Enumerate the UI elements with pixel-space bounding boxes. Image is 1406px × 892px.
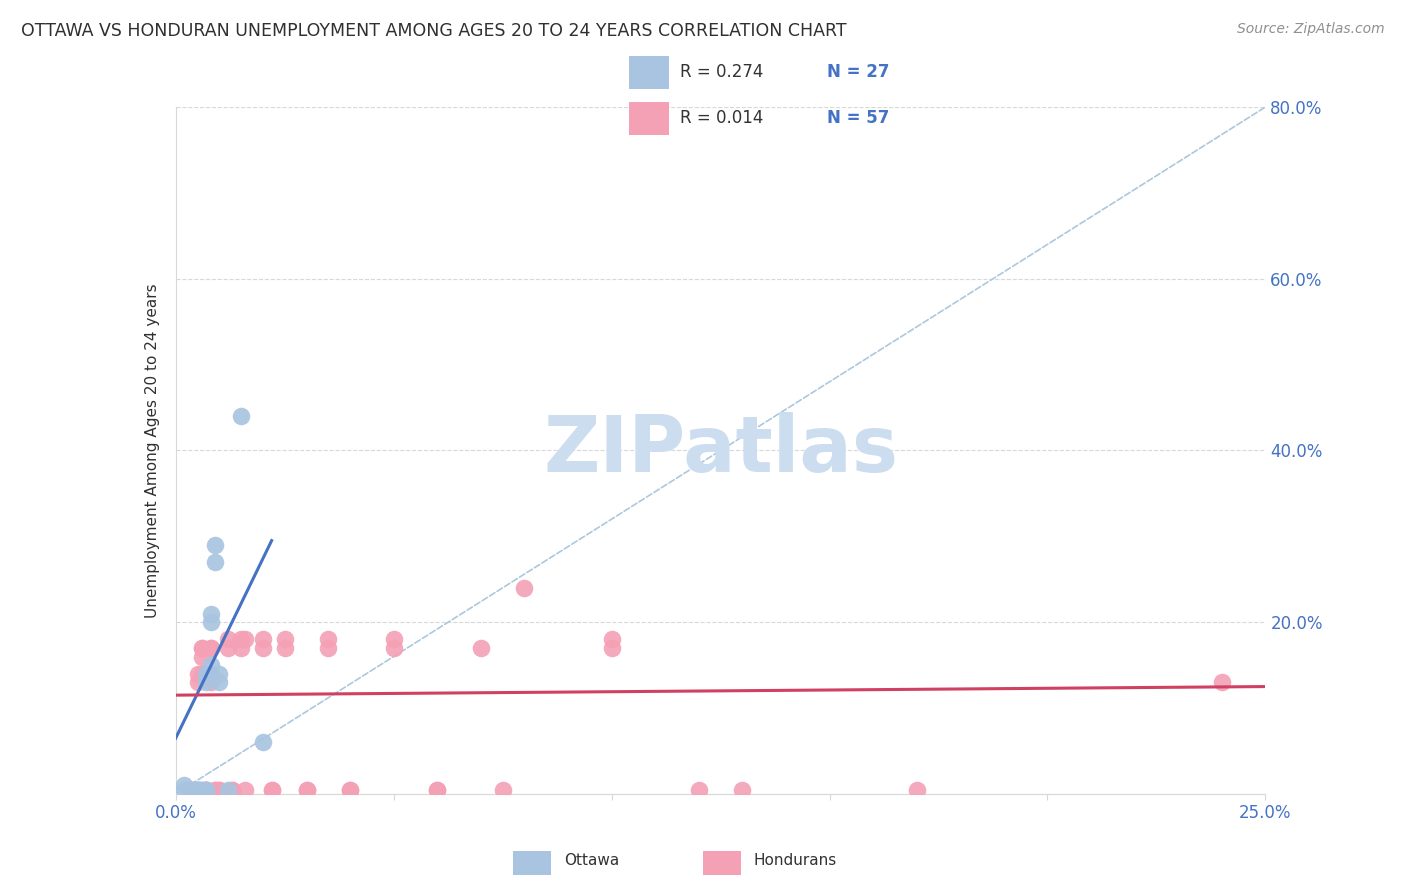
Point [186, 782, 209, 797]
Point [204, 782, 226, 797]
Point [252, 632, 274, 647]
Point [195, 782, 218, 797]
Point [318, 632, 340, 647]
Point [204, 538, 226, 552]
Point [600, 640, 623, 655]
Point [382, 640, 405, 655]
Point [260, 782, 283, 797]
Point [492, 782, 515, 797]
FancyBboxPatch shape [630, 56, 669, 88]
Point [186, 675, 209, 690]
Point [426, 782, 449, 797]
Point [195, 782, 218, 797]
Point [177, 782, 200, 797]
Point [191, 782, 214, 797]
Point [688, 782, 710, 797]
Point [200, 675, 222, 690]
Point [173, 782, 195, 797]
Point [208, 666, 231, 681]
Point [600, 632, 623, 647]
Point [274, 640, 297, 655]
Text: Hondurans: Hondurans [754, 854, 837, 868]
Point [200, 666, 222, 681]
Point [181, 782, 204, 797]
Point [195, 782, 218, 797]
Text: R = 0.274: R = 0.274 [679, 63, 763, 81]
Point [208, 675, 231, 690]
Point [191, 666, 214, 681]
Point [470, 640, 492, 655]
Y-axis label: Unemployment Among Ages 20 to 24 years: Unemployment Among Ages 20 to 24 years [145, 283, 160, 618]
Point [235, 632, 257, 647]
Text: Source: ZipAtlas.com: Source: ZipAtlas.com [1237, 22, 1385, 37]
Point [191, 640, 214, 655]
Point [221, 782, 243, 797]
Point [295, 782, 318, 797]
Point [186, 782, 209, 797]
Point [181, 782, 204, 797]
Point [177, 782, 200, 797]
Point [181, 782, 204, 797]
Point [195, 666, 218, 681]
Point [217, 632, 239, 647]
Point [382, 632, 405, 647]
Text: Ottawa: Ottawa [564, 854, 619, 868]
FancyBboxPatch shape [703, 851, 741, 875]
Text: N = 57: N = 57 [827, 110, 889, 128]
Text: R = 0.014: R = 0.014 [679, 110, 763, 128]
Point [231, 409, 253, 423]
Point [426, 782, 449, 797]
Point [318, 640, 340, 655]
Point [231, 632, 253, 647]
Point [186, 666, 209, 681]
Text: N = 27: N = 27 [827, 63, 889, 81]
Point [235, 782, 257, 797]
Point [191, 640, 214, 655]
Point [1211, 675, 1233, 690]
Point [200, 640, 222, 655]
Point [339, 782, 361, 797]
Point [260, 782, 283, 797]
Point [191, 782, 214, 797]
Point [295, 782, 318, 797]
Point [221, 782, 243, 797]
Point [274, 632, 297, 647]
Point [191, 649, 214, 664]
Text: OTTAWA VS HONDURAN UNEMPLOYMENT AMONG AGES 20 TO 24 YEARS CORRELATION CHART: OTTAWA VS HONDURAN UNEMPLOYMENT AMONG AG… [21, 22, 846, 40]
Point [200, 615, 222, 630]
Point [217, 782, 239, 797]
Point [186, 782, 209, 797]
Point [208, 782, 231, 797]
Point [339, 782, 361, 797]
Point [195, 675, 218, 690]
Point [177, 782, 200, 797]
Point [200, 607, 222, 621]
Point [177, 782, 200, 797]
Point [204, 782, 226, 797]
Point [173, 778, 195, 792]
Point [513, 581, 536, 595]
Point [204, 555, 226, 569]
Point [217, 640, 239, 655]
Point [252, 640, 274, 655]
FancyBboxPatch shape [513, 851, 551, 875]
Point [231, 640, 253, 655]
Point [200, 658, 222, 673]
Point [195, 782, 218, 797]
FancyBboxPatch shape [630, 102, 669, 135]
Point [191, 782, 214, 797]
Point [200, 666, 222, 681]
Point [181, 782, 204, 797]
Point [186, 782, 209, 797]
Point [195, 782, 218, 797]
Point [731, 782, 754, 797]
Point [186, 782, 209, 797]
Point [208, 782, 231, 797]
Point [195, 782, 218, 797]
Point [905, 782, 928, 797]
Point [200, 640, 222, 655]
Text: ZIPatlas: ZIPatlas [543, 412, 898, 489]
Point [252, 735, 274, 749]
